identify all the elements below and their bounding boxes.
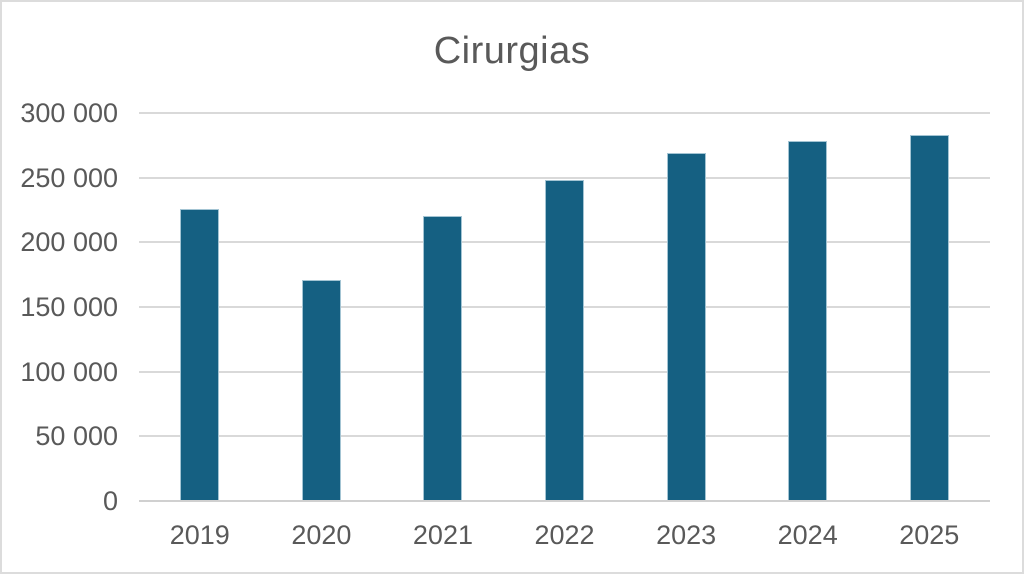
x-tick-label: 2024 bbox=[777, 520, 838, 550]
bar-slot bbox=[139, 113, 261, 501]
x-tick-label: 2020 bbox=[291, 520, 352, 550]
bar-2022 bbox=[545, 180, 585, 501]
y-tick-label: 300 000 bbox=[20, 98, 118, 128]
x-tick-label: 2025 bbox=[899, 520, 960, 550]
x-axis-line bbox=[139, 500, 990, 502]
bar-2019 bbox=[180, 208, 220, 501]
bar-slot bbox=[625, 113, 747, 501]
x-tick-label: 2023 bbox=[656, 520, 717, 550]
gridline bbox=[139, 176, 990, 179]
bar-2025 bbox=[909, 135, 949, 501]
bar-2024 bbox=[788, 141, 828, 501]
y-tick-label: 0 bbox=[102, 486, 118, 516]
x-tick-label: 2021 bbox=[412, 520, 473, 550]
y-tick-label: 250 000 bbox=[20, 162, 118, 193]
bar-slot bbox=[261, 113, 383, 501]
bar-slot bbox=[868, 113, 990, 501]
x-tick-label: 2022 bbox=[534, 520, 595, 550]
bar-2023 bbox=[666, 153, 706, 501]
y-tick-label: 150 000 bbox=[20, 292, 118, 322]
x-tick-label: 2019 bbox=[169, 520, 230, 550]
bar-slot bbox=[382, 113, 504, 501]
bar-2020 bbox=[301, 279, 341, 501]
bar-slot bbox=[504, 113, 626, 501]
plot-area bbox=[139, 112, 990, 502]
y-axis-labels: 0 50 000 100 000 150 000 200 000 250 000 300 0… bbox=[2, 98, 118, 516]
y-tick-label: 100 000 bbox=[20, 356, 118, 387]
y-tick-label: 200 000 bbox=[20, 227, 118, 258]
chart-title: Cirurgias bbox=[433, 30, 591, 72]
x-axis-labels: 2019 2020 2021 2022 2023 2024 2025 bbox=[139, 519, 990, 551]
y-tick-label: 50 000 bbox=[35, 421, 118, 452]
bar-slot bbox=[747, 113, 869, 501]
bar-series bbox=[139, 113, 990, 501]
gridline bbox=[139, 112, 990, 114]
bar-2021 bbox=[423, 216, 463, 501]
